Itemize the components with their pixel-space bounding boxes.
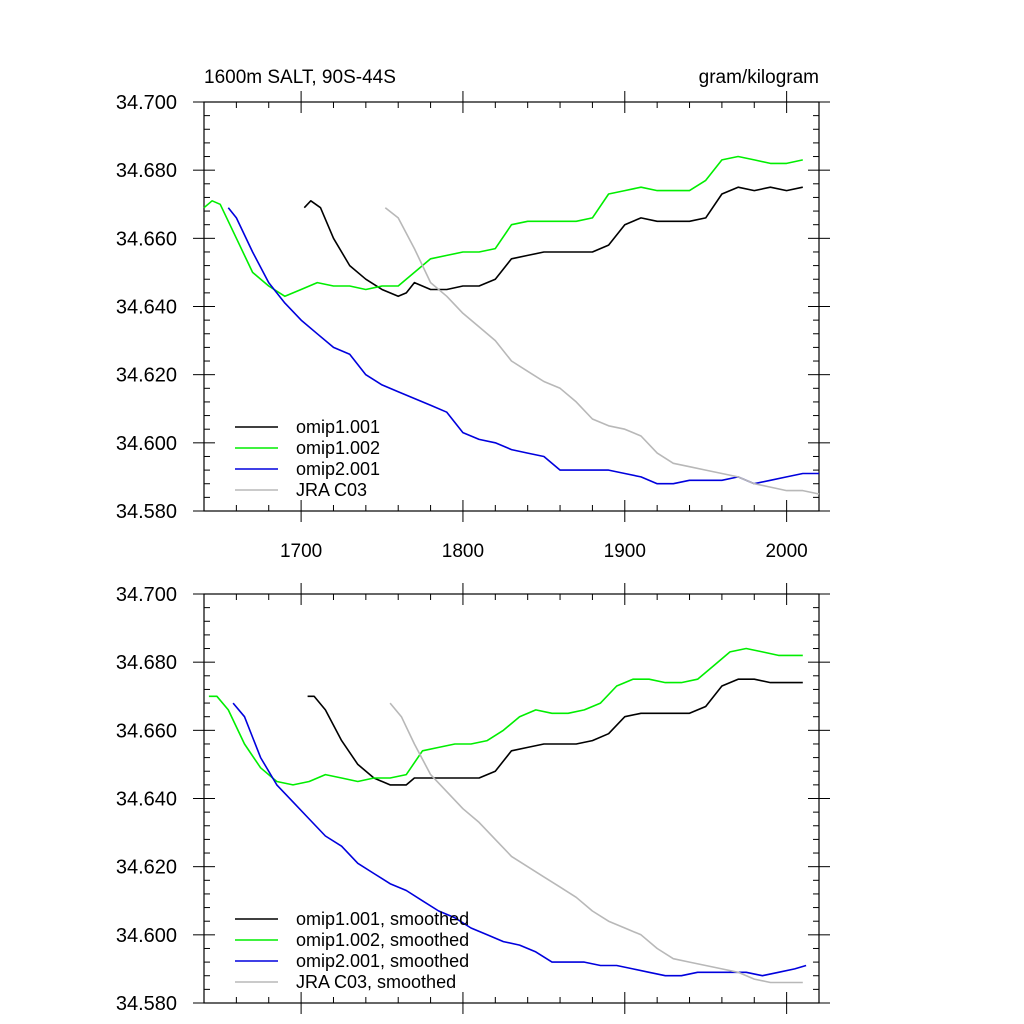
series-line	[232, 702, 807, 977]
series-line	[227, 207, 819, 485]
x-tick-label: 2000	[765, 541, 807, 562]
y-tick-label: 34.660	[116, 228, 177, 250]
legend-label: omip1.002, smoothed	[296, 930, 469, 950]
legend-label: omip2.001, smoothed	[296, 951, 469, 971]
y-tick-label: 34.700	[116, 92, 177, 114]
x-tick-label: 1700	[280, 541, 322, 562]
y-tick-label: 34.640	[116, 789, 177, 811]
y-tick-label: 34.600	[116, 925, 177, 947]
series-line	[208, 647, 803, 786]
y-tick-label: 34.660	[116, 720, 177, 742]
chart-title: 1600m SALT, 90S-44S	[204, 67, 396, 88]
y-tick-label: 34.680	[116, 652, 177, 674]
top-panel: 1700 1800 1900 2000 34.700 34.680 34.660 34.640…	[116, 91, 830, 562]
bottom-panel: 34.700 34.680 34.660 34.640 34.620 34.600 34.5…	[116, 583, 830, 1015]
series-line	[389, 702, 803, 984]
legend-label: JRA C03	[296, 480, 367, 500]
units-label: gram/kilogram	[699, 67, 819, 88]
legend-label: JRA C03, smoothed	[296, 972, 456, 992]
y-tick-label: 34.640	[116, 297, 177, 319]
series-line	[384, 207, 820, 495]
series-line	[307, 678, 803, 786]
y-tick-label: 34.580	[116, 501, 177, 523]
legend-label: omip1.001	[296, 417, 380, 437]
legend-label: omip2.001	[296, 459, 380, 479]
y-tick-label: 34.680	[116, 160, 177, 182]
legend-label: omip1.002	[296, 438, 380, 458]
x-tick-label: 1800	[442, 541, 484, 562]
legend-label: omip1.001, smoothed	[296, 909, 469, 929]
y-tick-label: 34.620	[116, 857, 177, 879]
y-tick-label: 34.620	[116, 365, 177, 387]
y-tick-label: 34.700	[116, 584, 177, 606]
series-line	[303, 186, 803, 298]
y-tick-label: 34.600	[116, 433, 177, 455]
x-tick-label: 1900	[604, 541, 646, 562]
y-tick-label: 34.580	[116, 993, 177, 1015]
series-line	[203, 155, 803, 298]
